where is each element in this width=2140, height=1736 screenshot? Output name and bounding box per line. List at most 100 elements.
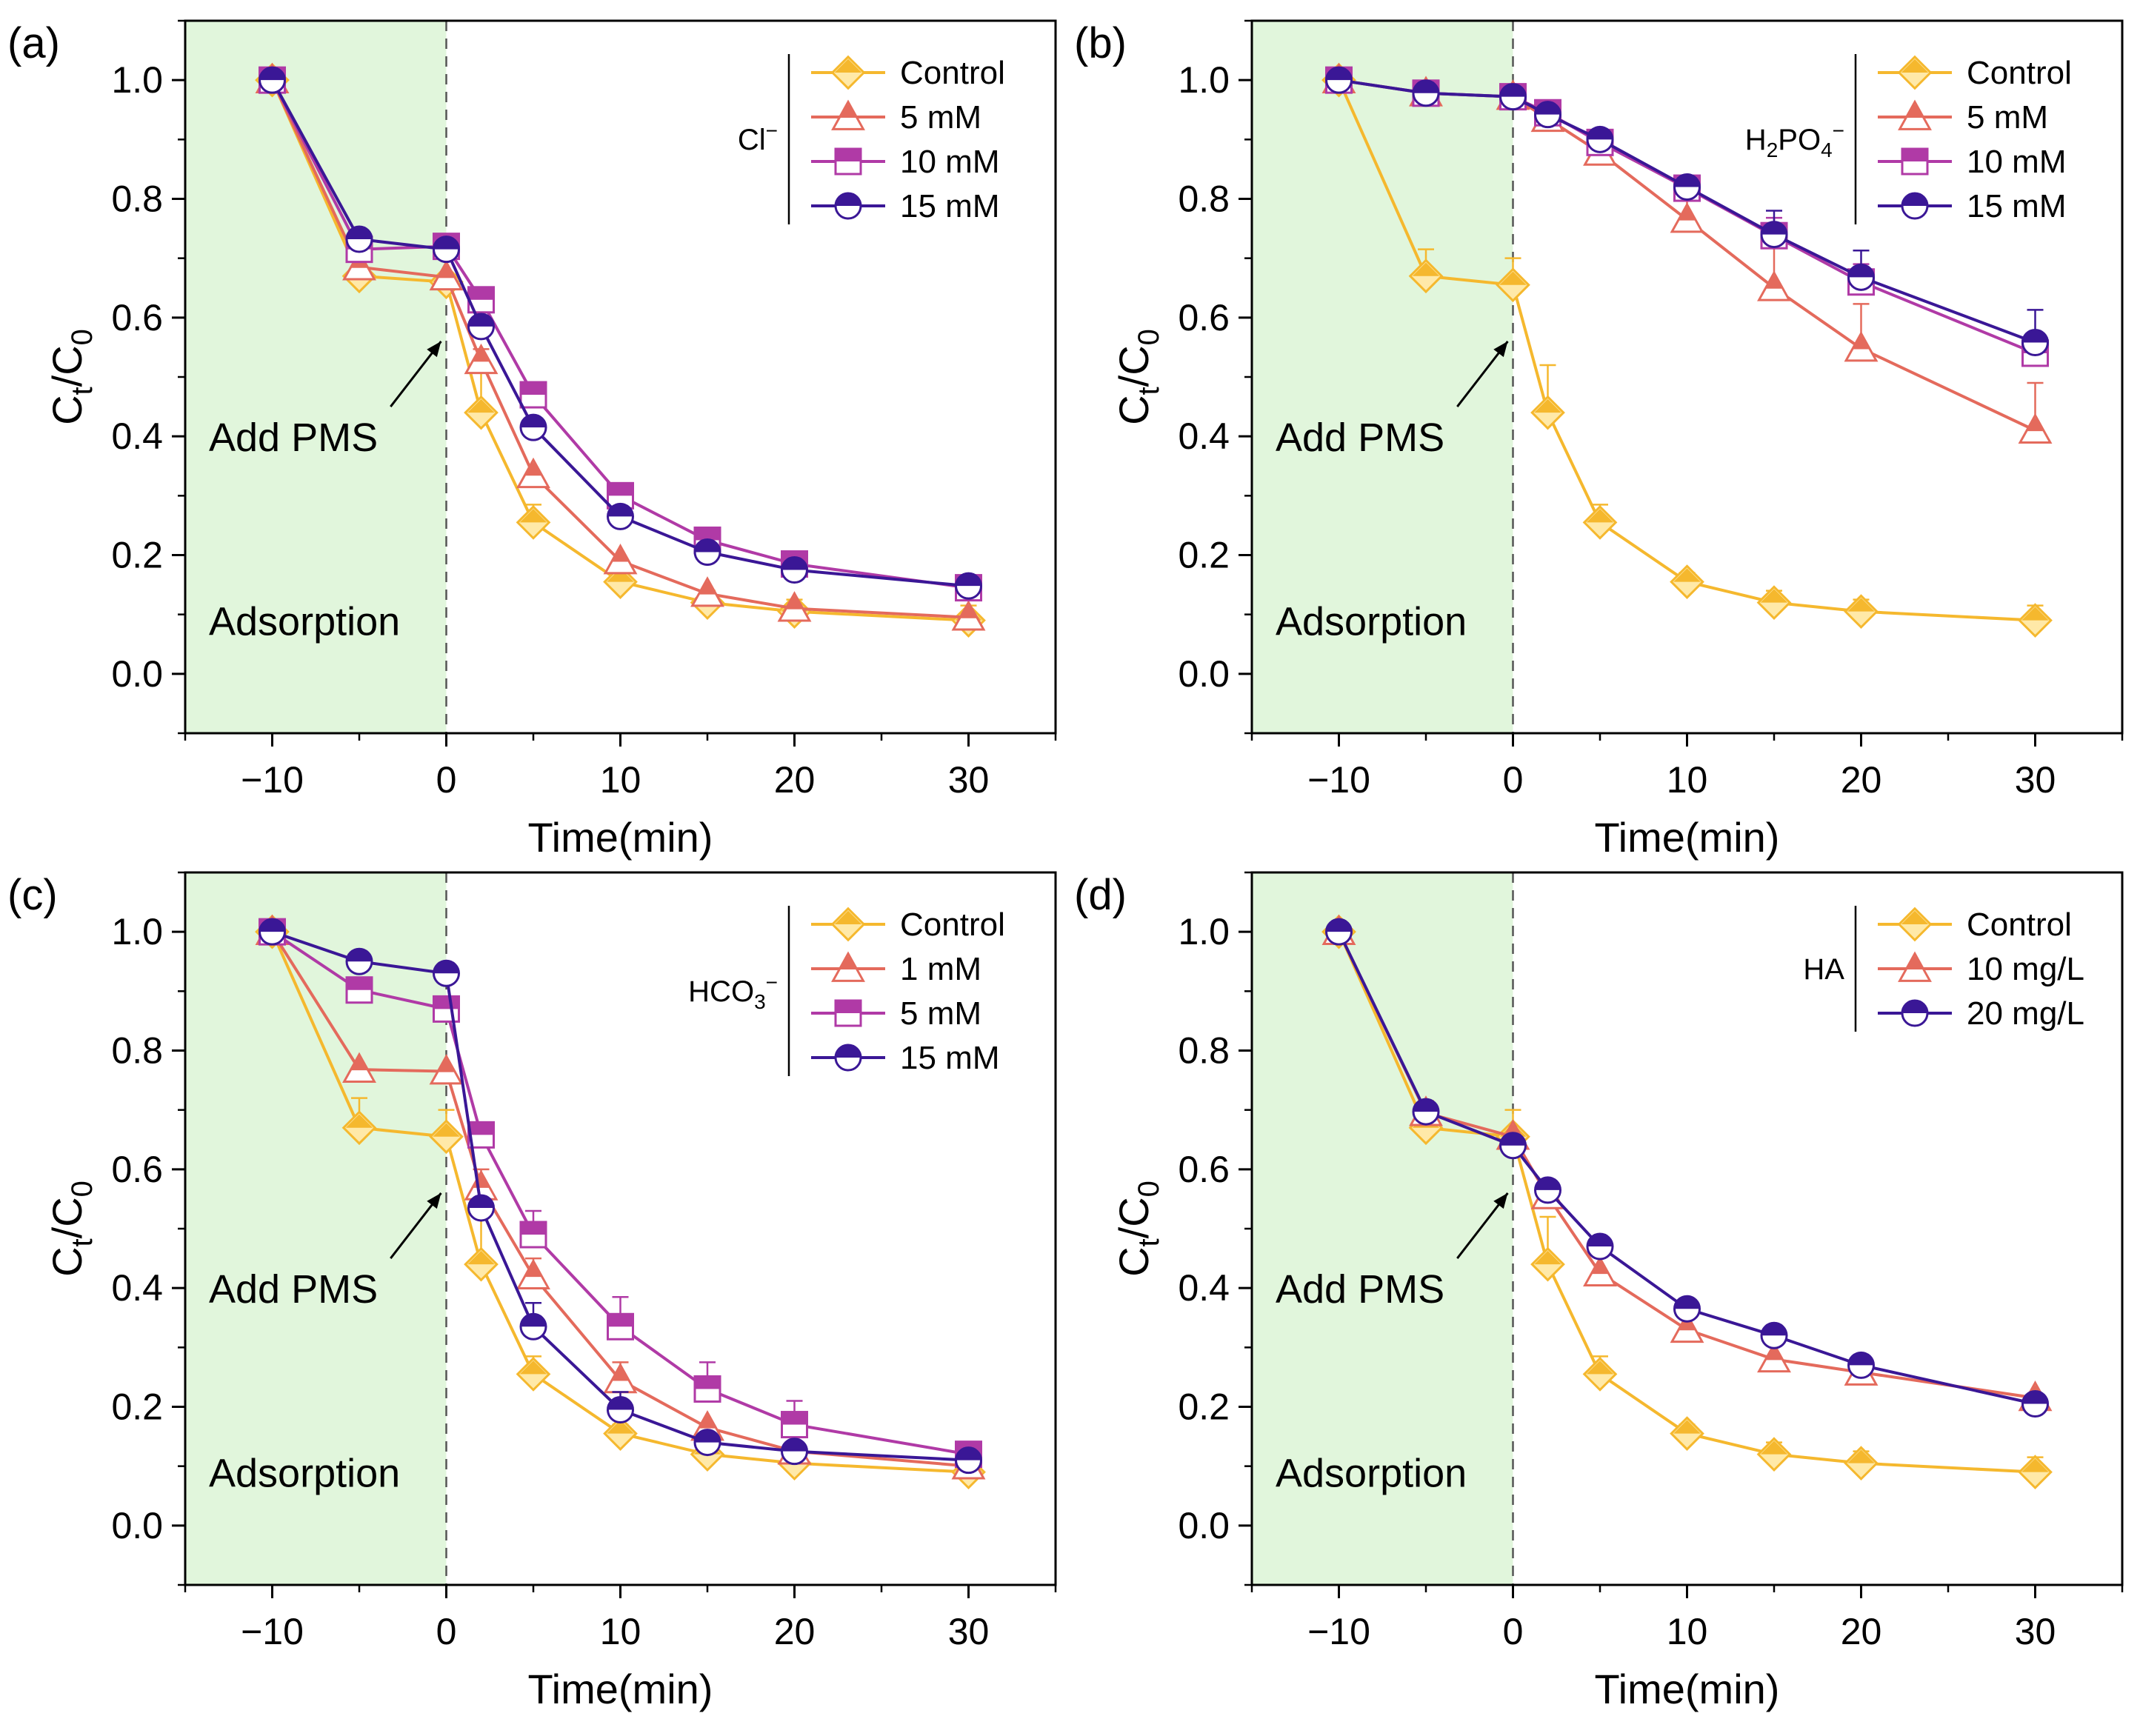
x-tick-label: 20 [1841, 1611, 1882, 1652]
y-axis-title: Ct/C0 [44, 1181, 99, 1277]
panel-label: (a) [7, 19, 60, 67]
series-15-mm [259, 66, 982, 600]
x-tick-label: 20 [1841, 759, 1882, 801]
add-pms-annotation: Add PMS [1276, 415, 1444, 460]
y-tick-label: 0.4 [1178, 415, 1230, 457]
panel-label: (c) [7, 871, 58, 919]
legend: Control 5 mM 10 mM 15 mM Cl− [738, 54, 1005, 224]
legend-label: Control [900, 907, 1005, 943]
add-pms-arrowhead [427, 1192, 441, 1209]
y-tick-label: 0.8 [1178, 1030, 1230, 1072]
y-tick-label: 0.6 [111, 1149, 163, 1190]
y-axis-title: Ct/C0 [44, 329, 99, 425]
series-15-mm [259, 918, 982, 1475]
y-tick-label: 0.6 [111, 297, 163, 338]
x-tick-label: 0 [436, 1611, 457, 1652]
y-tick-label: 0.6 [1178, 1149, 1230, 1190]
legend-group-label: H2PO4− [1745, 119, 1844, 161]
x-tick-label: 0 [1503, 759, 1524, 801]
add-pms-arrowhead [1493, 341, 1508, 358]
y-tick-label: 0.2 [111, 535, 163, 576]
legend-label: 20 mg/L [1967, 995, 2084, 1032]
y-axis-title: Ct/C0 [1110, 1181, 1165, 1277]
legend-label: 5 mM [900, 99, 981, 136]
legend-label: Control [1967, 55, 2072, 91]
y-tick-label: 0.8 [111, 178, 163, 220]
y-tick-label: 0.0 [111, 653, 163, 695]
legend-label: 10 mM [1967, 144, 2066, 180]
x-axis-title: Time(min) [1595, 1666, 1780, 1712]
x-tick-label: 10 [600, 759, 641, 801]
y-tick-label: 0.4 [111, 1267, 163, 1309]
y-tick-label: 0.0 [111, 1505, 163, 1546]
y-axis-title: Ct/C0 [1110, 329, 1165, 425]
legend-label: 10 mM [900, 144, 999, 180]
x-tick-label: 0 [436, 759, 457, 801]
x-tick-label: 20 [774, 1611, 816, 1652]
x-tick-label: −10 [241, 759, 304, 801]
legend: Control 5 mM 10 mM 15 mM H2PO4− [1745, 54, 2072, 224]
x-tick-label: 30 [948, 1611, 990, 1652]
series-15-mm [1325, 66, 2049, 357]
x-tick-label: 10 [600, 1611, 641, 1652]
legend-label: 5 mM [1967, 99, 2048, 136]
chart-panel-b: −10 0 10 20 30 0.0 0.2 0.4 0.6 0.8 1.0 Time(min) Ct/… [1074, 19, 2124, 861]
adsorption-region [185, 21, 447, 733]
x-tick-label: 30 [2015, 759, 2056, 801]
legend-label: 15 mM [900, 188, 999, 224]
x-tick-label: 20 [774, 759, 816, 801]
legend-group-label: HCO3− [688, 971, 778, 1013]
legend: Control 1 mM 5 mM 15 mM HCO3− [688, 906, 1005, 1076]
legend-label: Control [900, 55, 1005, 91]
x-tick-label: 10 [1667, 759, 1708, 801]
y-tick-label: 0.2 [1178, 1386, 1230, 1428]
add-pms-annotation: Add PMS [209, 415, 378, 460]
x-axis-title: Time(min) [1595, 814, 1780, 861]
x-tick-label: 0 [1503, 1611, 1524, 1652]
y-tick-label: 0.0 [1178, 1505, 1230, 1546]
legend-label: 15 mM [900, 1040, 999, 1076]
y-tick-label: 0.8 [1178, 178, 1230, 220]
chart-panel-d: −10 0 10 20 30 0.0 0.2 0.4 0.6 0.8 1.0 Time(min) Ct/… [1074, 871, 2124, 1712]
y-tick-label: 1.0 [111, 911, 163, 952]
y-tick-label: 1.0 [1178, 911, 1230, 952]
y-tick-label: 0.6 [1178, 297, 1230, 338]
x-axis-title: Time(min) [528, 814, 713, 861]
legend-label: 1 mM [900, 951, 981, 987]
x-tick-label: 10 [1667, 1611, 1708, 1652]
chart-panel-c: −10 0 10 20 30 0.0 0.2 0.4 0.6 0.8 1.0 Time(min) Ct/… [7, 871, 1057, 1712]
adsorption-annotation: Adsorption [1276, 1452, 1467, 1496]
series-control [1321, 62, 2053, 638]
y-tick-label: 0.4 [1178, 1267, 1230, 1309]
y-tick-label: 0.8 [111, 1030, 163, 1072]
adsorption-annotation: Adsorption [1276, 600, 1467, 644]
legend: Control 10 mg/L 20 mg/L HA [1803, 906, 2084, 1032]
x-tick-label: −10 [1307, 1611, 1370, 1652]
y-tick-label: 1.0 [1178, 59, 1230, 101]
panel-label: (b) [1074, 19, 1127, 67]
legend-label: 10 mg/L [1967, 951, 2084, 987]
legend-label: 5 mM [900, 995, 981, 1032]
x-axis-title: Time(min) [528, 1666, 713, 1712]
panel-label: (d) [1074, 871, 1127, 919]
legend-label: 15 mM [1967, 188, 2066, 224]
add-pms-arrowhead [1493, 1192, 1508, 1209]
adsorption-annotation: Adsorption [209, 600, 400, 644]
chart-panel-a: −10 0 10 20 30 0.0 0.2 0.4 0.6 0.8 1.0 Time(min) Ct/… [7, 19, 1057, 861]
adsorption-region [1252, 21, 1513, 733]
legend-group-label: Cl− [738, 119, 778, 156]
y-tick-label: 0.4 [111, 415, 163, 457]
series-20-mg-l [1325, 918, 2049, 1418]
series-control [1321, 914, 2053, 1490]
x-tick-label: 30 [948, 759, 990, 801]
y-tick-label: 1.0 [111, 59, 163, 101]
y-tick-label: 0.2 [111, 1386, 163, 1428]
x-tick-label: −10 [241, 1611, 304, 1652]
adsorption-annotation: Adsorption [209, 1452, 400, 1496]
legend-group-label: HA [1803, 953, 1844, 986]
add-pms-annotation: Add PMS [209, 1267, 378, 1312]
y-tick-label: 0.2 [1178, 535, 1230, 576]
legend-label: Control [1967, 907, 2072, 943]
y-tick-label: 0.0 [1178, 653, 1230, 695]
